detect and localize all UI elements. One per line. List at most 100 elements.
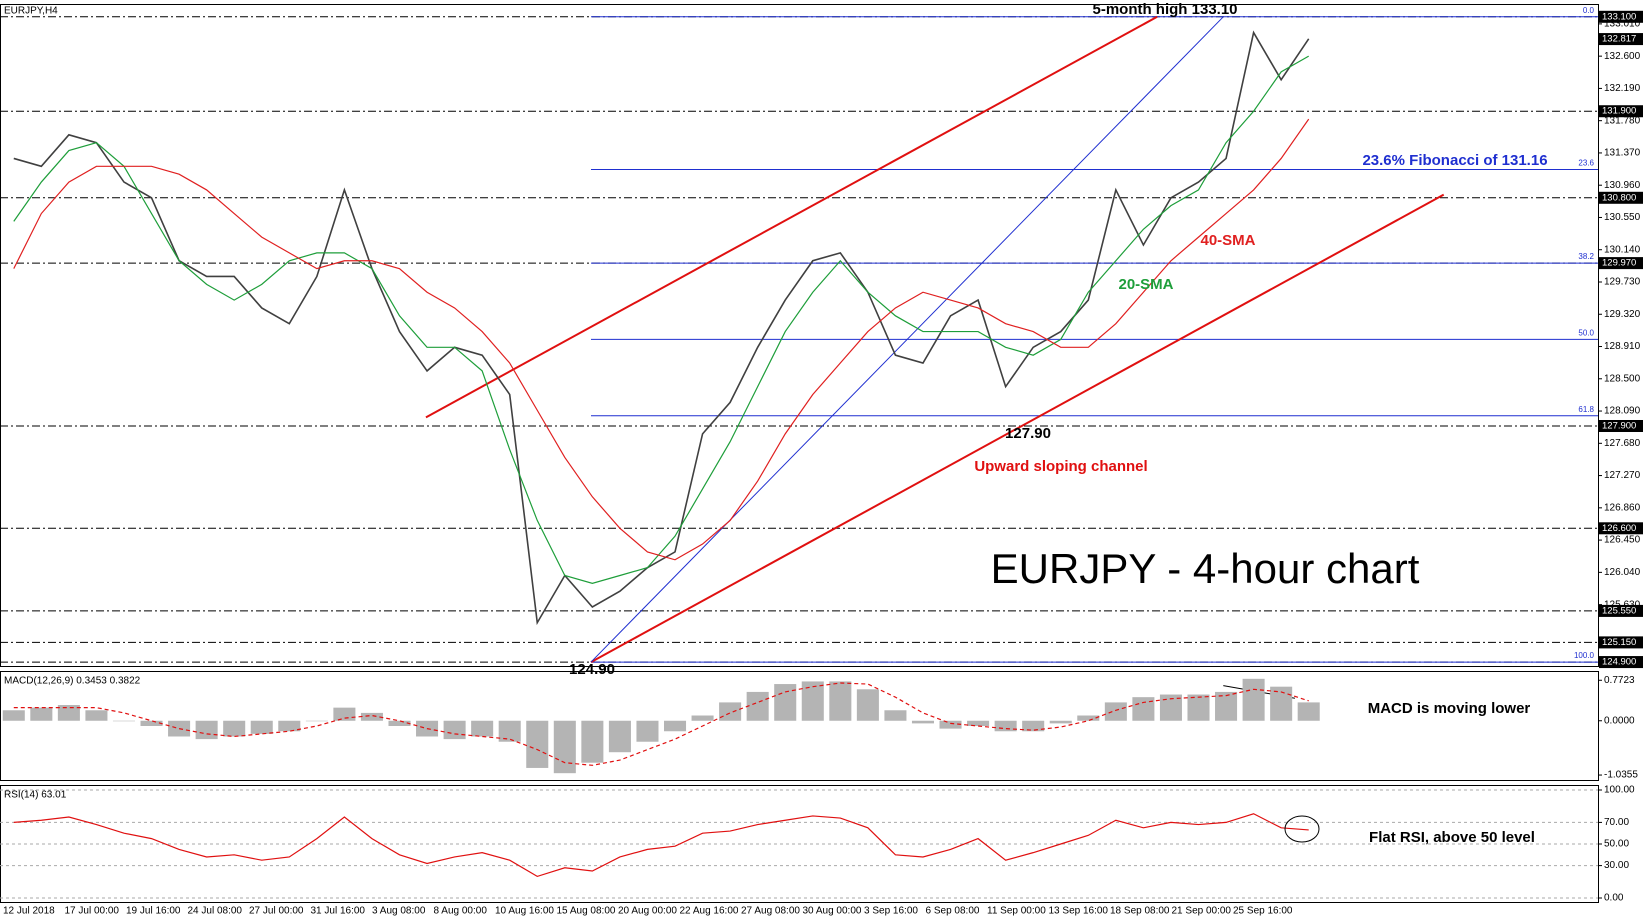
annotation: 124.90 <box>569 661 615 678</box>
annotation: Upward sloping channel <box>974 458 1147 475</box>
histogram-bar <box>1104 702 1127 721</box>
macd-panel <box>0 671 1599 781</box>
x-tick-label: 18 Sep 08:00 <box>1110 906 1170 917</box>
y-tick-label: 130.550 <box>1604 212 1641 223</box>
x-tick-label: 19 Jul 16:00 <box>126 906 181 917</box>
series-label: 40-SMA <box>1200 232 1255 249</box>
y-tick-label: 126.860 <box>1604 502 1641 513</box>
level-label: 129.970 <box>1602 258 1636 269</box>
y-tick-label: 70.00 <box>1604 817 1629 828</box>
series-line <box>13 682 1309 766</box>
trendline <box>425 15 1158 419</box>
histogram-bar <box>1049 720 1072 724</box>
fib-label: 23.6 <box>1578 159 1594 168</box>
histogram-bar <box>57 705 80 721</box>
fib-label: 0.0 <box>1583 6 1595 15</box>
x-tick-label: 27 Jul 00:00 <box>249 906 304 917</box>
histogram-bar <box>801 681 824 721</box>
histogram-bar <box>333 707 356 721</box>
trendline <box>590 193 1445 663</box>
panel-title: EURJPY,H4 <box>4 6 58 17</box>
y-tick-label: 125.630 <box>1604 599 1641 610</box>
histogram-bar <box>2 710 25 721</box>
histogram-bar <box>581 720 604 763</box>
level-label: 125.550 <box>1602 605 1636 616</box>
x-tick-label: 24 Jul 08:00 <box>188 906 243 917</box>
histogram-bar <box>553 720 576 774</box>
histogram-bar <box>278 720 301 732</box>
level-box <box>1599 10 1643 23</box>
level-label: 124.900 <box>1602 657 1636 668</box>
histogram-bar <box>939 720 962 729</box>
y-tick-label: 129.730 <box>1604 277 1641 288</box>
chart-heading: EURJPY - 4-hour chart <box>991 545 1420 592</box>
level-box <box>1599 419 1643 432</box>
histogram-bar <box>1215 691 1238 721</box>
histogram-bar <box>498 720 521 742</box>
level-box <box>1599 604 1643 617</box>
y-tick-label: 127.270 <box>1604 470 1641 481</box>
y-tick-label: 128.910 <box>1604 341 1641 352</box>
histogram-bar <box>967 720 990 726</box>
histogram-bar <box>195 720 218 740</box>
histogram-bar <box>1022 720 1045 732</box>
x-tick-label: 12 Jul 2018 <box>3 906 55 917</box>
rsi-circle <box>1284 815 1320 843</box>
y-tick-label: 126.040 <box>1604 567 1641 578</box>
histogram-bar <box>1270 686 1293 721</box>
x-tick-label: 30 Aug 00:00 <box>803 906 862 917</box>
y-tick-label: 132.190 <box>1604 83 1641 94</box>
level-box <box>1599 257 1643 270</box>
level-box <box>1599 522 1643 535</box>
histogram-bar <box>746 691 769 721</box>
y-tick-label: 131.780 <box>1604 115 1641 126</box>
level-box <box>1599 636 1643 649</box>
series-line <box>13 55 1310 584</box>
histogram-bar <box>608 720 631 753</box>
series-label: 20-SMA <box>1118 276 1173 293</box>
histogram-bar <box>112 720 136 722</box>
y-tick-label: 50.00 <box>1604 839 1629 850</box>
fib-label: 50.0 <box>1578 329 1594 338</box>
histogram-bar <box>85 710 108 721</box>
current-price-box <box>1599 33 1643 46</box>
level-box <box>1599 656 1643 669</box>
fib-label: 38.2 <box>1578 252 1594 261</box>
x-tick-label: 6 Sep 08:00 <box>926 906 980 917</box>
x-tick-label: 3 Aug 08:00 <box>372 906 426 917</box>
histogram-bar <box>388 720 411 726</box>
x-tick-label: 13 Sep 16:00 <box>1049 906 1109 917</box>
y-tick-label: 127.680 <box>1604 438 1641 449</box>
y-tick-label: 133.010 <box>1604 19 1641 30</box>
y-tick-label: 130.140 <box>1604 244 1641 255</box>
x-tick-label: 31 Jul 16:00 <box>311 906 366 917</box>
level-label: 126.600 <box>1602 523 1636 534</box>
histogram-bar <box>636 720 659 742</box>
annotation: 127.90 <box>1005 425 1051 442</box>
level-box <box>1599 105 1643 118</box>
y-tick-label: 126.450 <box>1604 535 1641 546</box>
histogram-bar <box>774 684 797 721</box>
histogram-bar <box>719 702 742 721</box>
y-tick-label: -1.0355 <box>1604 770 1638 781</box>
series-line <box>13 118 1310 561</box>
histogram-bar <box>1297 702 1320 721</box>
x-tick-label: 15 Aug 08:00 <box>557 906 616 917</box>
histogram-bar <box>1242 678 1265 721</box>
annotation: Flat RSI, above 50 level <box>1369 829 1535 846</box>
histogram-bar <box>663 720 687 732</box>
x-tick-label: 10 Aug 16:00 <box>495 906 554 917</box>
y-tick-label: 0.0000 <box>1604 715 1635 726</box>
histogram-bar <box>140 720 163 726</box>
histogram-bar <box>1159 694 1182 721</box>
fib-label: 100.0 <box>1574 651 1595 660</box>
histogram-bar <box>1132 697 1155 721</box>
level-label: 131.900 <box>1602 106 1636 117</box>
level-label: 133.100 <box>1602 11 1636 22</box>
histogram-bar <box>1077 715 1100 721</box>
annotation: 5-month high 133.10 <box>1092 1 1237 18</box>
y-tick-label: 129.320 <box>1604 309 1641 320</box>
panel-title: RSI(14) 63.01 <box>4 790 67 801</box>
annotation: MACD is moving lower <box>1368 700 1531 717</box>
